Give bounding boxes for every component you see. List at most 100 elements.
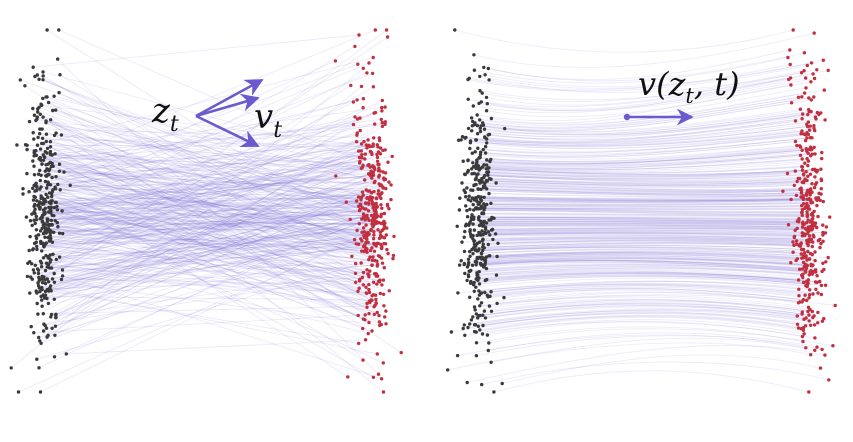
target-point [797, 294, 800, 297]
source-point [43, 236, 46, 239]
target-point [373, 122, 376, 125]
source-point [53, 272, 56, 275]
source-point [466, 215, 469, 218]
source-point [41, 216, 44, 219]
source-point [470, 172, 473, 175]
target-point [355, 229, 358, 232]
target-point [805, 194, 808, 197]
source-point [41, 115, 44, 118]
source-point [495, 255, 498, 258]
target-point [365, 292, 368, 295]
source-point [495, 302, 498, 305]
source-point [49, 118, 52, 121]
target-point [808, 207, 811, 210]
target-point [815, 226, 818, 229]
target-point [819, 366, 822, 369]
source-point [36, 110, 39, 113]
source-point [46, 277, 49, 280]
target-point [360, 85, 363, 88]
source-point [476, 132, 479, 135]
source-point [28, 120, 31, 123]
source-point [51, 153, 54, 156]
target-point [378, 237, 381, 240]
source-point [35, 245, 38, 248]
source-point [25, 215, 28, 218]
target-point [800, 312, 803, 315]
target-point [825, 225, 828, 228]
source-point [19, 78, 22, 81]
source-point [488, 304, 491, 307]
target-point [806, 175, 809, 178]
source-point [470, 129, 473, 132]
source-point [475, 330, 478, 333]
target-point [374, 111, 377, 114]
source-point [42, 275, 45, 278]
source-point [45, 133, 48, 136]
source-point [52, 95, 55, 98]
target-point [807, 390, 810, 393]
source-point [487, 192, 490, 195]
target-point [379, 197, 382, 200]
source-point [33, 271, 36, 274]
target-point [808, 319, 811, 322]
target-point [384, 322, 387, 325]
target-point [813, 336, 816, 339]
source-point [36, 136, 39, 139]
target-point [353, 115, 356, 118]
target-point [800, 248, 803, 251]
source-point [472, 53, 475, 56]
target-point [806, 64, 809, 67]
source-point [494, 232, 497, 235]
target-point [382, 361, 385, 364]
source-point [57, 28, 60, 31]
source-point [489, 290, 492, 293]
source-point [35, 199, 38, 202]
target-point [373, 243, 376, 246]
source-point [479, 188, 482, 191]
source-point [36, 312, 39, 315]
target-point [357, 342, 360, 345]
target-point [797, 288, 800, 291]
source-point [23, 84, 26, 87]
source-point [490, 228, 493, 231]
target-point [334, 59, 337, 62]
target-point [370, 191, 373, 194]
source-point [479, 130, 482, 133]
source-point [463, 230, 466, 233]
source-point [43, 210, 46, 213]
source-point [32, 137, 35, 140]
source-point [492, 390, 495, 393]
source-point [35, 215, 38, 218]
target-point [796, 314, 799, 317]
target-point [362, 226, 365, 229]
source-point [44, 180, 47, 183]
target-point [791, 251, 794, 254]
source-point [50, 327, 53, 330]
target-point [813, 349, 816, 352]
source-point [484, 279, 487, 282]
target-point [816, 291, 819, 294]
source-point [457, 139, 460, 142]
source-point [49, 207, 52, 210]
target-point [373, 180, 376, 183]
target-point [372, 223, 375, 226]
source-point [49, 234, 52, 237]
target-point [800, 71, 803, 74]
target-point [804, 346, 807, 349]
source-point [53, 152, 56, 155]
source-point [478, 282, 481, 285]
source-point [44, 163, 47, 166]
target-point [803, 294, 806, 297]
target-point [817, 113, 820, 116]
source-point [47, 280, 50, 283]
target-point [794, 140, 797, 143]
target-point [372, 237, 375, 240]
source-point [54, 108, 57, 111]
target-point [362, 194, 365, 197]
source-point [31, 107, 34, 110]
target-point [383, 266, 386, 269]
source-point [470, 116, 473, 119]
source-point [472, 240, 475, 243]
source-point [476, 279, 479, 282]
target-point [381, 262, 384, 265]
